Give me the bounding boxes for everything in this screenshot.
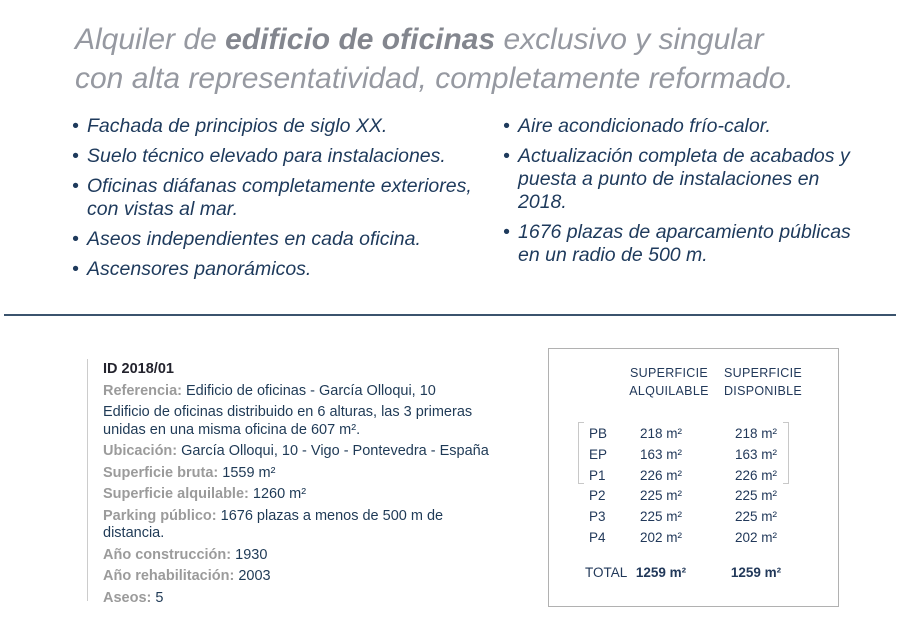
group-bracket-left — [578, 422, 584, 484]
floor-label: P1 — [589, 467, 606, 483]
detail-row-referencia: Referencia: Edificio de oficinas - Garcí… — [103, 383, 491, 401]
floor-label: P4 — [589, 529, 606, 545]
group-bracket-right — [783, 422, 789, 484]
disponible-value: 202 m² — [734, 529, 778, 545]
total-label: TOTAL — [585, 565, 628, 580]
detail-value: Edificio de oficinas distribuido en 6 al… — [103, 404, 473, 438]
table-row: EP 163 m² 163 m² — [549, 447, 838, 468]
detail-value: Edificio de oficinas - García Olloqui, 1… — [186, 382, 436, 399]
table-row: P4 202 m² 202 m² — [549, 530, 838, 551]
table-row: PB 218 m² 218 m² — [549, 426, 838, 447]
title-line1: Alquiler de edificio de oficinas exclusi… — [75, 20, 875, 59]
table-rows: PB 218 m² 218 m² EP 163 m² 163 m² P1 226… — [549, 426, 838, 551]
detail-value: 2003 — [238, 568, 271, 584]
detail-row-aseos: Aseos: 5 — [103, 590, 491, 608]
detail-value: 5 — [155, 589, 164, 606]
detail-value: 1676 plazas a menos de 500 m de distanci… — [103, 507, 444, 542]
table-row: P2 225 m² 225 m² — [549, 488, 838, 509]
list-item: Aire acondicionado frío-calor. — [503, 115, 851, 138]
detail-row-ubicacion: Ubicación: García Olloqui, 10 - Vigo - P… — [103, 443, 491, 461]
detail-label: Año rehabilitación: — [103, 568, 235, 584]
alquilable-value: 225 m² — [639, 509, 683, 525]
disponible-value: 225 m² — [734, 509, 778, 525]
list-item: 1676 plazas de aparcamiento públicas en … — [503, 221, 851, 267]
page-title: Alquiler de edificio de oficinas exclusi… — [75, 20, 875, 98]
detail-label: Referencia: — [103, 382, 182, 399]
title-line2: con alta representatividad, completament… — [75, 62, 794, 95]
alquilable-value: 163 m² — [639, 446, 683, 462]
detail-value: García Olloqui, 10 - Vigo - Pontevedra -… — [181, 443, 489, 459]
table-total-row: TOTAL 1259 m² 1259 m² — [549, 565, 838, 585]
table-row: P3 225 m² 225 m² — [549, 509, 838, 530]
detail-value: 1930 — [235, 546, 268, 563]
title-line1-bold: edificio de oficinas — [225, 23, 496, 56]
detail-value: 1559 m² — [222, 464, 276, 481]
detail-row-parking: Parking público: 1676 plazas a menos de … — [103, 508, 491, 543]
list-item: Aseos independientes en cada oficina. — [72, 228, 492, 251]
detail-label: Aseos: — [103, 589, 152, 606]
table-header-alquilable: SUPERFICIE ALQUILABLE — [607, 364, 731, 400]
header-line: SUPERFICIE — [629, 366, 708, 380]
list-item: Oficinas diáfanas completamente exterior… — [72, 175, 492, 221]
property-id: ID 2018/01 — [103, 361, 174, 377]
list-item: Fachada de principios de siglo XX. — [72, 115, 492, 138]
header-line: ALQUILABLE — [629, 384, 709, 398]
list-item: Ascensores panorámicos. — [72, 258, 492, 281]
total-disponible-value: 1259 m² — [730, 565, 782, 580]
table-header-disponible: SUPERFICIE DISPONIBLE — [701, 364, 825, 400]
property-details: ID 2018/01 Referencia: Edificio de ofici… — [103, 361, 491, 611]
detail-value: 1260 m² — [252, 486, 307, 502]
surface-table: SUPERFICIE ALQUILABLE SUPERFICIE DISPONI… — [548, 348, 839, 607]
floor-label: EP — [589, 446, 608, 462]
details-accent-line — [87, 359, 88, 601]
detail-row-ano-construccion: Año construcción: 1930 — [103, 547, 491, 565]
feature-list-right: Aire acondicionado frío-calor. Actualiza… — [503, 115, 851, 274]
detail-label: Parking público: — [103, 507, 217, 524]
floor-label: P2 — [589, 488, 606, 504]
detail-label: Año construcción: — [103, 546, 232, 563]
detail-label: Superficie bruta: — [103, 464, 219, 481]
disponible-value: 225 m² — [734, 488, 778, 504]
list-item: Actualización completa de acabados y pue… — [503, 145, 851, 214]
detail-row-superficie-bruta: Superficie bruta: 1559 m² — [103, 465, 491, 483]
header-line: SUPERFICIE — [723, 366, 802, 380]
alquilable-value: 218 m² — [639, 426, 683, 441]
title-line1-prefix: Alquiler de — [75, 23, 226, 56]
alquilable-value: 226 m² — [639, 467, 683, 483]
feature-list-left: Fachada de principios de siglo XX. Suelo… — [72, 115, 492, 288]
detail-label: Ubicación: — [103, 443, 178, 459]
detail-row-ano-rehabilitacion: Año rehabilitación: 2003 — [103, 568, 491, 586]
floor-label: P3 — [589, 509, 606, 525]
horizontal-divider — [4, 314, 896, 316]
alquilable-value: 202 m² — [639, 529, 683, 545]
header-line: DISPONIBLE — [723, 384, 803, 398]
detail-row-superficie-alquilable: Superficie alquilable: 1260 m² — [103, 486, 491, 504]
title-line1-suffix: exclusivo y singular — [495, 23, 764, 56]
list-item: Suelo técnico elevado para instalaciones… — [72, 145, 492, 168]
disponible-value: 226 m² — [734, 467, 778, 483]
floor-label: PB — [589, 426, 608, 441]
detail-row-descripcion: Edificio de oficinas distribuido en 6 al… — [103, 404, 491, 439]
detail-label: Superficie alquilable: — [103, 486, 249, 502]
disponible-value: 163 m² — [734, 446, 778, 462]
table-row: P1 226 m² 226 m² — [549, 468, 838, 489]
total-alquilable-value: 1259 m² — [635, 565, 687, 580]
disponible-value: 218 m² — [734, 426, 778, 441]
alquilable-value: 225 m² — [639, 488, 683, 504]
